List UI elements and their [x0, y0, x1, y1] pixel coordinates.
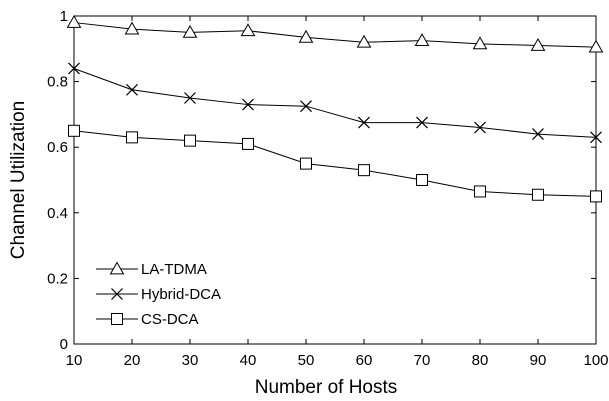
data-point-la-tdma	[472, 36, 488, 50]
series-line-cs-dca	[73, 130, 597, 197]
legend-label: Hybrid-DCA	[141, 286, 221, 303]
data-point-cs-dca	[184, 134, 196, 147]
data-point-cs-dca	[474, 185, 486, 198]
data-point-hybrid-dca	[242, 98, 254, 111]
data-point-la-tdma	[182, 24, 198, 38]
legend-marker	[111, 288, 123, 300]
data-point-la-tdma	[124, 21, 140, 35]
legend-entry-la-tdma: LA-TDMA	[96, 261, 207, 278]
x-tick-label: 80	[472, 352, 489, 369]
data-point-hybrid-dca	[416, 116, 428, 129]
data-point-cs-dca	[590, 190, 602, 203]
data-point-hybrid-dca	[68, 62, 80, 75]
data-point-cs-dca	[300, 157, 312, 170]
x-tick-label: 40	[240, 352, 257, 369]
data-point-la-tdma	[298, 29, 314, 43]
data-point-cs-dca	[242, 137, 254, 150]
data-point-hybrid-dca	[532, 128, 544, 141]
data-point-cs-dca	[532, 188, 544, 201]
data-point-hybrid-dca	[300, 100, 312, 113]
data-point-cs-dca	[358, 164, 370, 177]
x-tick-label: 30	[182, 352, 199, 369]
data-point-la-tdma	[530, 38, 546, 51]
data-point-la-tdma	[240, 23, 256, 37]
series-cs-dca	[68, 124, 602, 203]
y-tick-label: 1	[60, 8, 68, 25]
y-tick-label: 0.4	[47, 205, 68, 222]
series-hybrid-dca	[68, 62, 602, 144]
data-point-hybrid-dca	[590, 131, 602, 144]
x-tick-label: 100	[583, 352, 608, 369]
plot-border	[73, 15, 597, 345]
y-tick-label: 0.2	[47, 270, 68, 287]
x-tick-label: 60	[356, 352, 373, 369]
x-tick-label: 90	[530, 352, 547, 369]
legend-marker	[109, 261, 125, 275]
data-point-cs-dca	[68, 124, 80, 137]
data-point-cs-dca	[416, 174, 428, 186]
y-tick-label: 0.6	[47, 139, 68, 156]
legend-entry-hybrid-dca: Hybrid-DCA	[96, 286, 221, 303]
y-axis-label: Channel Utilization	[8, 101, 29, 259]
data-point-hybrid-dca	[474, 121, 486, 134]
x-tick-label: 10	[66, 352, 83, 369]
x-tick-label: 50	[298, 352, 315, 369]
series-line-hybrid-dca	[73, 68, 597, 138]
y-tick-label: 0	[60, 336, 68, 353]
y-tick-label: 0.8	[47, 74, 68, 91]
legend-label: CS-DCA	[141, 311, 199, 328]
y-axis: 0 0.2 0.4 0.6 0.8 1	[47, 8, 596, 353]
x-axis: 10 20 30 40 50 60 70 80 90 100	[66, 16, 609, 369]
legend: LA-TDMA Hybrid-DCA CS-DCA	[96, 261, 221, 328]
data-point-cs-dca	[126, 131, 138, 144]
series-line-la-tdma	[73, 22, 597, 48]
legend-entry-cs-dca: CS-DCA	[96, 311, 199, 328]
x-tick-label: 20	[124, 352, 141, 369]
series-la-tdma	[66, 15, 604, 53]
data-point-hybrid-dca	[126, 83, 138, 96]
x-tick-label: 70	[414, 352, 431, 369]
data-point-la-tdma	[414, 33, 430, 46]
series-layer	[66, 15, 604, 203]
legend-label: LA-TDMA	[141, 261, 207, 278]
data-point-la-tdma	[356, 34, 372, 48]
legend-marker	[111, 313, 123, 325]
data-point-hybrid-dca	[358, 116, 370, 129]
x-axis-label: Number of Hosts	[255, 377, 398, 398]
plot-area	[73, 15, 597, 345]
data-point-la-tdma	[66, 15, 82, 28]
data-point-la-tdma	[588, 39, 604, 53]
data-point-hybrid-dca	[184, 92, 196, 104]
